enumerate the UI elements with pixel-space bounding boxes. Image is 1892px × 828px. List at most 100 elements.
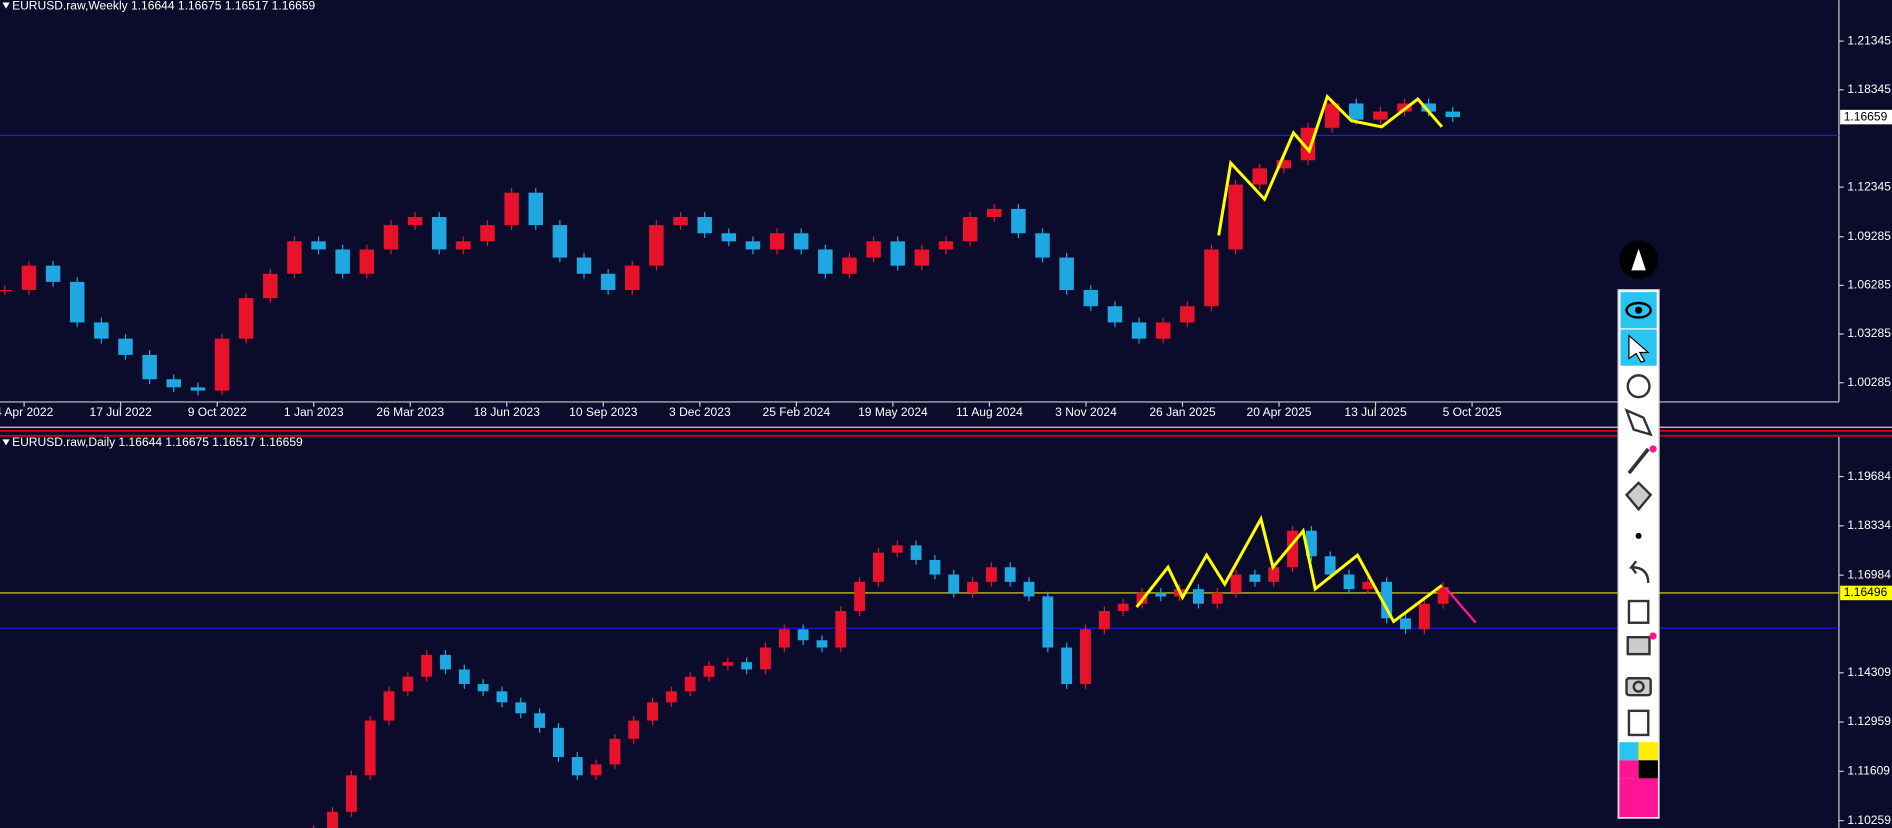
y-tick-label: 1.21345 [1847,33,1891,47]
candle [1155,592,1167,597]
x-tick-label: 20 Apr 2025 [1247,405,1312,419]
candle [345,775,357,812]
candle [1362,581,1374,590]
candle [797,629,809,641]
candle [287,241,302,274]
candle [793,233,809,250]
candle [1155,322,1171,339]
candle [1324,556,1336,575]
x-tick-label: 1 Jan 2023 [284,405,344,419]
candle [383,225,399,250]
eraser-button[interactable] [1624,408,1653,437]
candle [1061,647,1073,685]
trash-button[interactable] [1627,599,1650,624]
candle [1418,603,1430,630]
price-label: 1.16659 [1844,109,1888,123]
price-label-box [1840,585,1892,601]
candle [778,629,790,648]
candle [891,545,903,553]
candle [703,665,715,677]
x-tick-label: 13 Jul 2025 [1344,405,1407,419]
candle [741,662,753,670]
candle [311,241,326,250]
candle [914,249,930,266]
candle [496,691,508,703]
candle [647,702,658,721]
candle [335,249,350,274]
candle [938,241,954,250]
candle [359,249,375,274]
eraser-all-button[interactable] [1624,481,1653,512]
candle [987,208,1002,218]
candle [628,720,640,739]
color-swatch[interactable] [1638,760,1658,779]
candle [1343,574,1355,590]
candle [721,233,737,242]
drawn-line [1444,586,1477,624]
candle [967,581,978,593]
candle [1211,592,1223,604]
x-tick-label: 26 Jan 2025 [1149,405,1216,419]
candle [835,611,847,648]
x-tick-label: 10 Sep 2023 [569,405,638,419]
color-dot [1649,445,1657,453]
candle [1228,184,1243,250]
candle [1011,208,1026,234]
candle [552,727,564,758]
line-button[interactable] [1627,447,1650,475]
candle [1445,111,1461,118]
candle [166,379,181,388]
toolbar [1617,240,1660,819]
clipboard-button[interactable] [1627,709,1650,737]
candle [760,647,771,670]
candle [214,338,230,391]
camera-button[interactable] [1625,677,1652,697]
magnet-button[interactable] [1626,374,1651,399]
candle [1230,574,1242,593]
candle [383,691,395,721]
color-swatch[interactable] [1638,742,1658,761]
x-tick-label: 26 Mar 2023 [376,405,444,419]
candle [480,225,495,242]
candle [673,217,688,226]
y-tick-label: 1.19684 [1847,469,1891,483]
candle [818,249,833,274]
cursor-icon [1628,334,1650,363]
y-tick-label: 1.09285 [1847,229,1891,243]
y-tick-label: 1.06285 [1847,278,1891,292]
undo-button[interactable] [1628,560,1650,583]
candle [238,298,254,339]
header-arrow [2,2,10,9]
board-button[interactable] [1626,636,1651,656]
candle [458,669,470,685]
candle [665,691,677,703]
y-tick-label: 1.11609 [1847,764,1890,778]
candle [327,811,338,828]
y-tick-label: 1.14309 [1847,665,1891,679]
pen-icon [1631,248,1646,271]
candle [69,281,85,323]
camera-icon [1632,680,1645,693]
candle [722,662,734,666]
candle [440,654,451,670]
candle [649,225,664,266]
color-swatch[interactable] [1619,742,1639,761]
candle [816,640,828,648]
x-tick-label: 5 Oct 2025 [1443,405,1502,419]
current-color[interactable] [1619,778,1658,818]
candle [0,290,13,292]
candle [1035,233,1050,258]
candle [1083,290,1099,307]
candle [456,241,471,250]
candle [1421,103,1436,112]
x-tick-label: 19 May 2024 [858,405,928,419]
y-tick-label: 1.10259 [1847,813,1891,827]
candle [854,581,866,612]
dot-button[interactable] [1635,532,1642,539]
candle [1192,589,1204,604]
color-swatch[interactable] [1619,760,1639,779]
candle [1042,596,1054,648]
candle [1324,103,1340,128]
